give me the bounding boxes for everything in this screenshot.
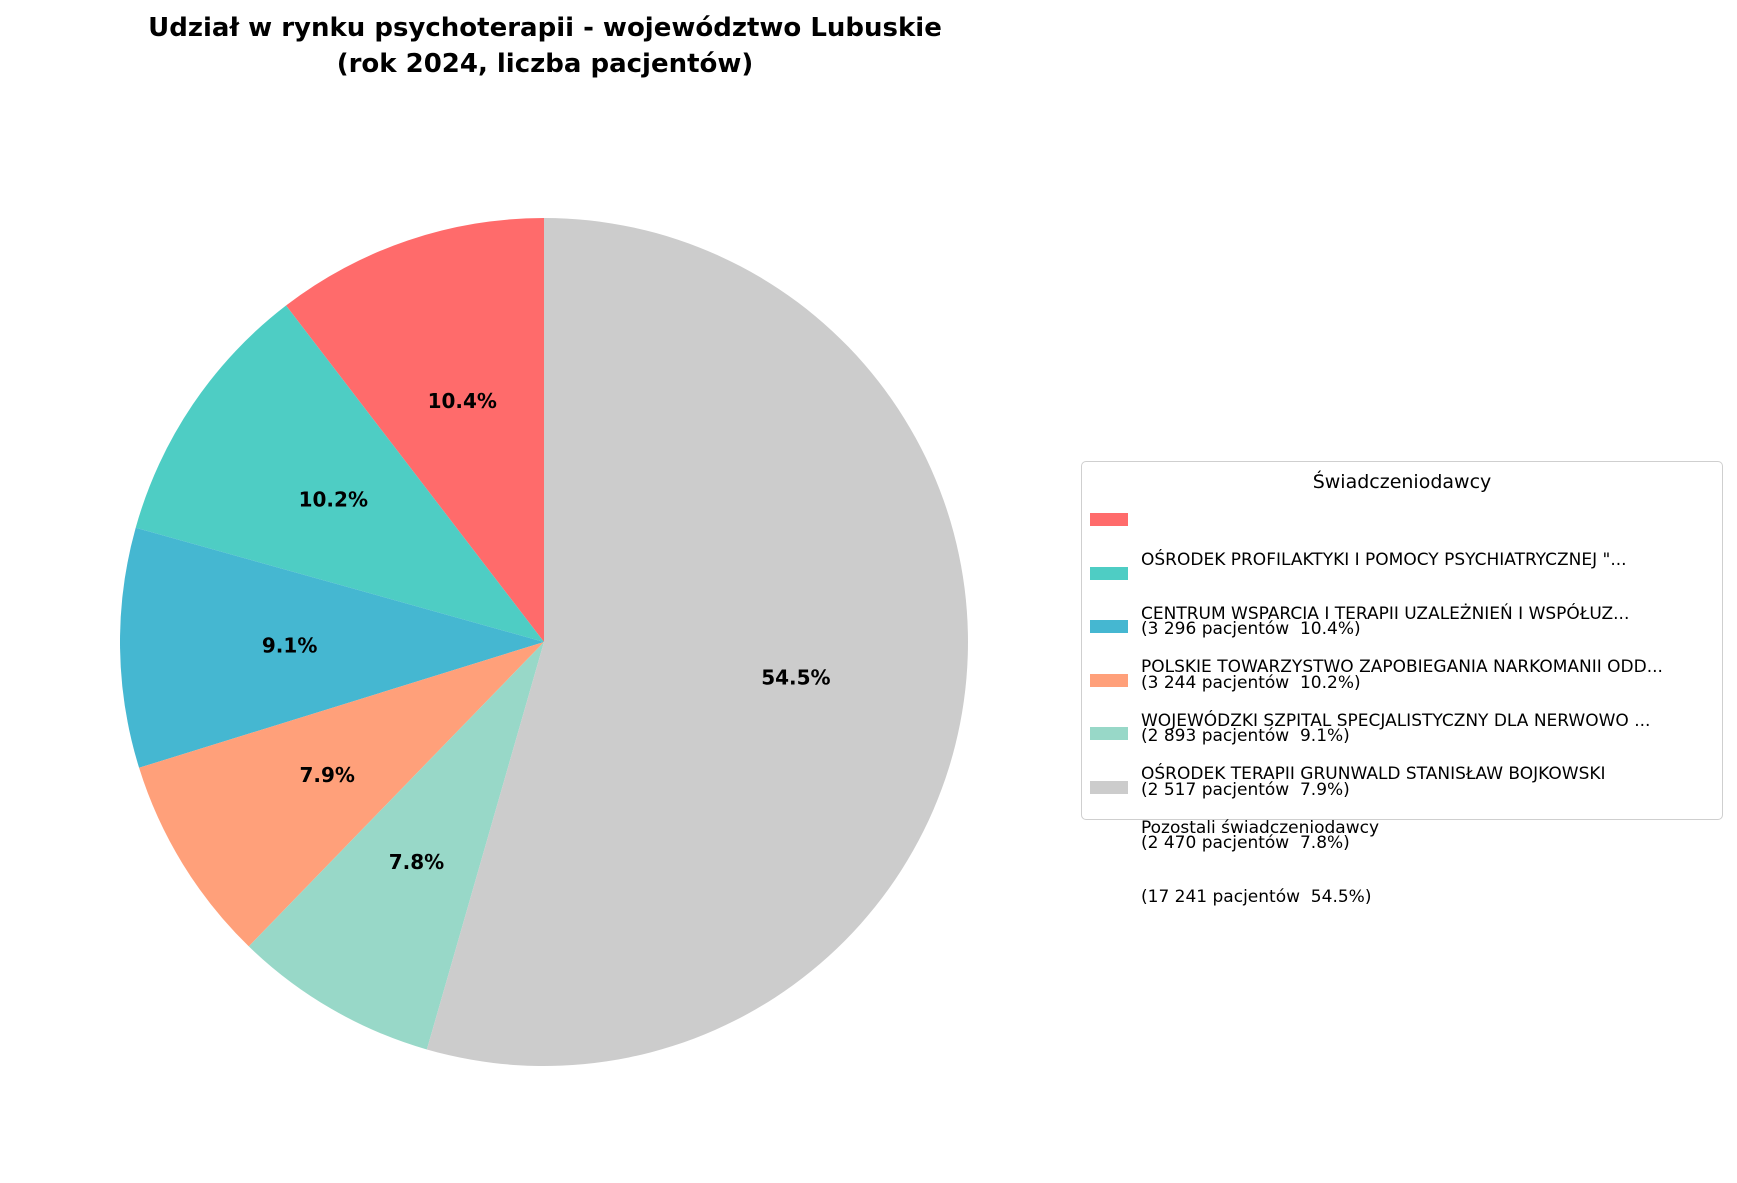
legend-item: OŚRODEK PROFILAKTYKI I POMOCY PSYCHIATRY… bbox=[1082, 503, 1722, 639]
legend-title: Świadczeniodawcy bbox=[1312, 471, 1492, 493]
legend-item-detail: (3 296 pacjentów 10.4%) bbox=[1141, 619, 1361, 639]
legend-item: CENTRUM WSPARCIA I TERAPII UZALEŻNIEŃ I … bbox=[1082, 557, 1722, 693]
slice-percent-label: 7.9% bbox=[300, 763, 355, 787]
chart-title-line-2: (rok 2024, liczba pacjentów) bbox=[336, 49, 754, 79]
pie-slice bbox=[426, 218, 968, 1066]
legend-item-detail: (3 244 pacjentów 10.2%) bbox=[1141, 672, 1361, 693]
slice-percent-label: 7.8% bbox=[389, 850, 444, 874]
legend-swatch bbox=[1090, 620, 1128, 633]
legend-item-name: WOJEWÓDZKI SZPITAL SPECJALISTYCZNY DLA N… bbox=[1141, 710, 1651, 731]
legend-item-detail: (2 893 pacjentów 9.1%) bbox=[1141, 726, 1350, 746]
slice-percent-label: 9.1% bbox=[262, 634, 317, 658]
legend-item: WOJEWÓDZKI SZPITAL SPECJALISTYCZNY DLA N… bbox=[1082, 664, 1722, 800]
legend-item: Pozostali świadczeniodawcy (17 241 pacje… bbox=[1082, 771, 1722, 907]
legend-item-name: Pozostali świadczeniodawcy bbox=[1141, 817, 1379, 838]
legend-swatch bbox=[1090, 673, 1128, 687]
legend-item: OŚRODEK TERAPII GRUNWALD STANISŁAW BOJKO… bbox=[1082, 717, 1722, 853]
pie-slices bbox=[119, 218, 968, 1066]
pie-slice bbox=[139, 642, 544, 947]
legend-swatch bbox=[1090, 727, 1128, 740]
legend-item-name: OŚRODEK PROFILAKTYKI I POMOCY PSYCHIATRY… bbox=[1141, 550, 1627, 570]
pie-slice bbox=[135, 305, 544, 642]
chart-title-line-1: Udział w rynku psychoterapii - województ… bbox=[148, 13, 942, 43]
chart-title: Udział w rynku psychoterapii - województ… bbox=[0, 10, 1090, 82]
legend: Świadczeniodawcy OŚRODEK PROFILAKTYKI I … bbox=[1081, 461, 1723, 907]
legend-item-name: CENTRUM WSPARCIA I TERAPII UZALEŻNIEŃ I … bbox=[1141, 603, 1630, 624]
legend-item-name: POLSKIE TOWARZYSTWO ZAPOBIEGANIA NARKOMA… bbox=[1141, 657, 1663, 677]
slice-percent-label: 54.5% bbox=[761, 665, 830, 689]
legend-swatch bbox=[1090, 566, 1128, 580]
legend-item-detail: (2 517 pacjentów 7.9%) bbox=[1141, 779, 1350, 800]
legend-swatch bbox=[1090, 780, 1128, 794]
legend-item-detail: (17 241 pacjentów 54.5%) bbox=[1141, 886, 1372, 907]
slice-percent-label: 10.2% bbox=[299, 487, 368, 511]
legend-item-detail: (2 470 pacjentów 7.8%) bbox=[1141, 833, 1350, 853]
legend-item: POLSKIE TOWARZYSTWO ZAPOBIEGANIA NARKOMA… bbox=[1082, 610, 1722, 746]
pie-slice bbox=[248, 642, 544, 1050]
legend-item-name: OŚRODEK TERAPII GRUNWALD STANISŁAW BOJKO… bbox=[1141, 764, 1606, 784]
pie-labels: 10.4% 10.2% 9.1% 7.9% 7.8% 54.5% bbox=[262, 389, 831, 874]
legend-swatch bbox=[1090, 513, 1128, 526]
slice-percent-label: 10.4% bbox=[428, 389, 497, 413]
pie-slice bbox=[119, 527, 544, 768]
pie-slice bbox=[286, 218, 544, 642]
